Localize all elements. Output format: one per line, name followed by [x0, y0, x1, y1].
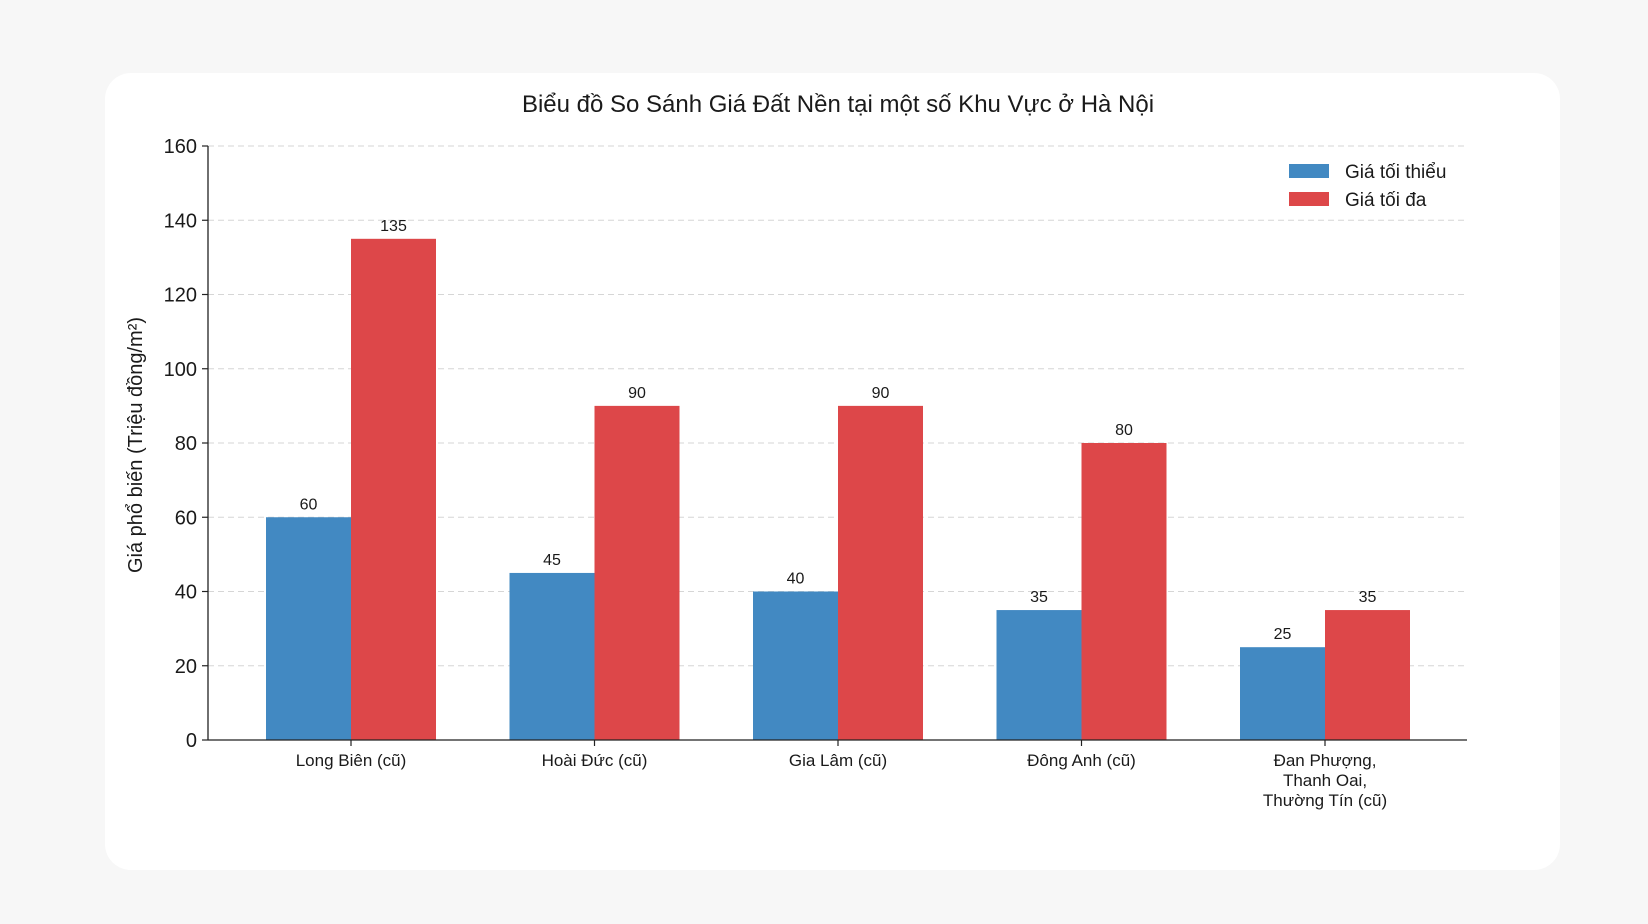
bar-min	[1240, 647, 1325, 740]
legend: Giá tối thiểu Giá tối đa	[1289, 162, 1446, 211]
bar-value-label: 90	[872, 385, 890, 402]
bar-max	[838, 405, 923, 740]
bar-max	[1081, 443, 1167, 740]
bar-min	[753, 591, 838, 740]
bar-value-label: 135	[380, 218, 407, 235]
legend-entry: Giá tối thiểu	[1345, 162, 1446, 183]
x-tick-label: Hoài Đức (cũ)	[542, 751, 648, 770]
bar-max	[594, 405, 680, 740]
y-tick-label: 40	[175, 582, 197, 604]
legend-entry: Giá tối đa	[1345, 190, 1427, 211]
y-tick-labels: 0 20 40 60 80 100 120 140 160	[164, 136, 208, 752]
bar-value-label: 80	[1115, 422, 1133, 439]
bar-value-label: 35	[1359, 589, 1377, 606]
bar-value-labels: 60 135 45 90 40 90 35 80 25 35	[300, 218, 1377, 643]
bar-value-label: 40	[787, 571, 805, 588]
y-tick-label: 160	[164, 136, 197, 158]
x-tick-label: Thanh Oai,	[1283, 771, 1367, 790]
x-tick-label: Gia Lâm (cũ)	[789, 751, 887, 770]
y-axis-label: Giá phổ biến (Triệu đồng/m²)	[125, 317, 147, 573]
y-tick-label: 80	[175, 433, 197, 455]
legend-swatch	[1289, 192, 1329, 206]
chart-title: Biểu đồ So Sánh Giá Đất Nền tại một số K…	[522, 91, 1154, 118]
x-tick-label: Đông Anh (cũ)	[1027, 751, 1136, 770]
bar-value-label: 25	[1274, 626, 1292, 643]
x-tick-labels: Long Biên (cũ) Hoài Đức (cũ) Gia Lâm (cũ) Đ…	[296, 740, 1387, 810]
bar-value-label: 90	[628, 385, 646, 402]
y-tick-label: 0	[186, 730, 197, 752]
bar-min	[509, 572, 595, 740]
legend-swatch	[1289, 164, 1329, 178]
bar-value-label: 60	[300, 496, 318, 513]
bar-max	[1325, 610, 1410, 740]
x-tick-label: Thường Tín (cũ)	[1263, 791, 1387, 810]
bar-max	[351, 238, 436, 740]
bar-min	[266, 517, 351, 740]
bars	[266, 238, 1410, 740]
bar-chart: Biểu đồ So Sánh Giá Đất Nền tại một số K…	[125, 91, 1467, 810]
y-tick-label: 60	[175, 507, 197, 529]
bar-min	[996, 610, 1082, 740]
x-tick-label: Long Biên (cũ)	[296, 751, 407, 770]
bar-value-label: 35	[1030, 589, 1048, 606]
y-tick-label: 20	[175, 656, 197, 678]
y-tick-label: 140	[164, 210, 197, 232]
y-tick-label: 120	[164, 285, 197, 307]
x-tick-label: Đan Phượng,	[1274, 751, 1377, 770]
bar-value-label: 45	[543, 552, 561, 569]
chart-card: Biểu đồ So Sánh Giá Đất Nền tại một số K…	[105, 73, 1560, 870]
y-tick-label: 100	[164, 359, 197, 381]
